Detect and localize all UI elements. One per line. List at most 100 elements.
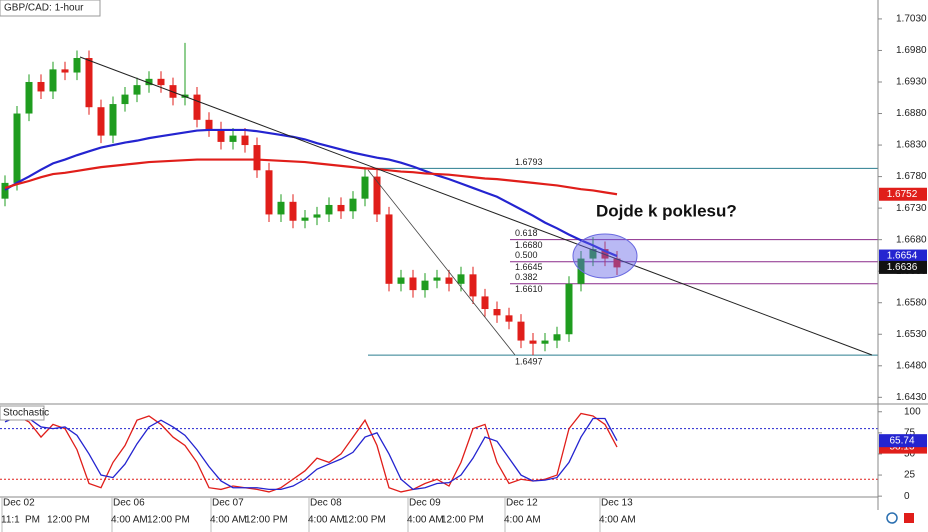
candle-body xyxy=(457,274,465,284)
y-tick-label: 0 xyxy=(904,491,910,502)
price-badge-label: 1.6636 xyxy=(887,262,918,273)
candle-body xyxy=(325,204,333,215)
candle-body xyxy=(241,135,249,146)
candle-body xyxy=(253,145,261,171)
price-badge xyxy=(879,260,927,274)
candle-body xyxy=(409,277,417,291)
x-time-label: 12:00 PM xyxy=(47,515,90,526)
stoch-title: Stochastic xyxy=(3,408,49,419)
y-tick-label: 1.6830 xyxy=(896,140,927,151)
fib-price: 1.6645 xyxy=(515,262,543,272)
candle-body xyxy=(349,198,357,212)
candle-body xyxy=(613,258,621,268)
x-time-label: 4:00 AM xyxy=(407,515,444,526)
candle-body xyxy=(61,69,69,73)
y-tick-label: 1.7030 xyxy=(896,14,927,25)
stoch-title-box xyxy=(0,405,45,421)
y-tick-label: 1.6680 xyxy=(896,234,927,245)
candle-body xyxy=(589,249,597,259)
fib-ratio: 0.382 xyxy=(515,272,538,282)
toolbar-icons[interactable] xyxy=(886,512,914,524)
candle-body xyxy=(445,277,453,284)
highlight-ellipse xyxy=(572,233,638,279)
y-tick-label: 1.6580 xyxy=(896,297,927,308)
candle-body xyxy=(421,280,429,291)
stoch-badge xyxy=(879,434,927,448)
x-time-label: 11:1 xyxy=(1,515,20,526)
candle-body xyxy=(313,214,321,218)
stoch-badge-label: 58.13 xyxy=(889,442,914,453)
candle-body xyxy=(577,258,585,284)
y-tick-label: 1.6430 xyxy=(896,392,927,403)
candle-body xyxy=(85,58,93,108)
candle-body xyxy=(505,315,513,322)
swing-line xyxy=(367,169,516,356)
title-box xyxy=(0,0,101,17)
x-time-label: 4:00 AM xyxy=(210,515,247,526)
x-date-label: Dec 12 xyxy=(506,498,538,509)
candle-body xyxy=(121,94,129,105)
price-badge xyxy=(879,249,927,263)
y-tick-label: 1.6880 xyxy=(896,108,927,119)
candle-body xyxy=(493,309,501,316)
stoch-badge-label: 65.74 xyxy=(889,435,914,446)
candle-body xyxy=(229,135,237,142)
candle-body xyxy=(49,69,57,92)
y-tick-label: 50 xyxy=(904,449,916,460)
x-date-label: Dec 13 xyxy=(601,498,633,509)
x-time-label: 4:00 AM xyxy=(599,515,636,526)
y-tick-label: 1.6780 xyxy=(896,171,927,182)
fib-price: 1.6680 xyxy=(515,240,543,250)
close-icon[interactable] xyxy=(904,513,914,523)
x-time-label: 4:00 AM xyxy=(308,515,345,526)
x-time-label: 12:00 PM xyxy=(245,515,288,526)
x-time-label: 12:00 PM xyxy=(147,515,190,526)
price-badge-label: 1.6654 xyxy=(887,251,918,262)
y-tick-label: 1.6480 xyxy=(896,360,927,371)
y-tick-label: 75 xyxy=(904,427,916,438)
x-time-label: 4:00 AM xyxy=(111,515,148,526)
trend-line xyxy=(79,56,873,356)
candle-body xyxy=(397,277,405,284)
candle-body xyxy=(553,334,561,341)
candle-body xyxy=(205,119,213,130)
candle-body xyxy=(301,217,309,221)
candle-body xyxy=(289,201,297,221)
annotation: Dojde k poklesu? xyxy=(596,201,737,220)
x-time-label: 4:00 AM xyxy=(504,515,541,526)
x-date-label: Dec 08 xyxy=(310,498,342,509)
x-time-label: PM xyxy=(25,515,40,526)
x-date-label: Dec 09 xyxy=(409,498,441,509)
x-time-label: 12:00 PM xyxy=(441,515,484,526)
candle-body xyxy=(73,58,81,73)
y-tick-label: 1.6980 xyxy=(896,45,927,56)
candle-body xyxy=(13,113,21,183)
y-tick-label: 1.6530 xyxy=(896,329,927,340)
candle-body xyxy=(529,340,537,344)
candle-body xyxy=(481,296,489,310)
candle-body xyxy=(157,78,165,86)
fib-price: 1.6610 xyxy=(515,284,543,294)
candle-body xyxy=(517,321,525,341)
moving-average xyxy=(4,128,618,258)
candle-body xyxy=(265,170,273,215)
candle-body xyxy=(1,182,9,199)
candle-body xyxy=(373,176,381,215)
candle-body xyxy=(217,129,225,142)
candle-body xyxy=(541,340,549,344)
stochastic-panel xyxy=(0,411,882,497)
x-date-label: Dec 06 xyxy=(113,498,145,509)
candle-body xyxy=(97,107,105,136)
price-badge-label: 1.6752 xyxy=(887,189,918,200)
y-tick-label: 100 xyxy=(904,406,921,417)
fib-ratio: 0.500 xyxy=(515,250,538,260)
price-level-label: 1.6497 xyxy=(515,356,543,366)
price-level-label: 1.6793 xyxy=(515,157,543,167)
candle-body xyxy=(385,214,393,284)
zoom-icon[interactable] xyxy=(886,512,898,524)
candle-body xyxy=(565,283,573,335)
x-time-label: 12:00 PM xyxy=(343,515,386,526)
stoch-line xyxy=(4,416,618,491)
